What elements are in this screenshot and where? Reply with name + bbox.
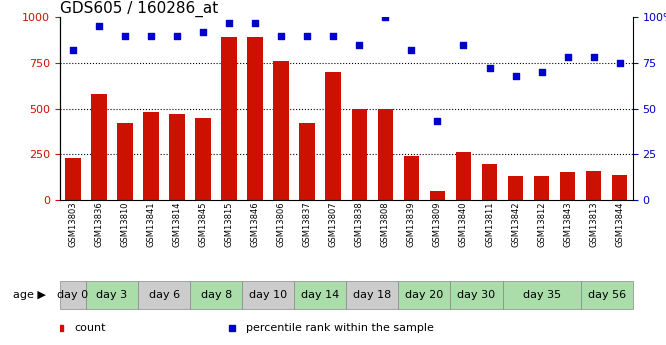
Bar xyxy=(581,281,633,309)
Point xyxy=(250,20,260,26)
Bar xyxy=(450,281,503,309)
Text: day 14: day 14 xyxy=(301,290,340,300)
Bar xyxy=(378,109,393,200)
Text: day 8: day 8 xyxy=(200,290,232,300)
Point xyxy=(68,47,79,53)
Bar xyxy=(300,123,315,200)
Text: count: count xyxy=(75,323,106,333)
Bar xyxy=(117,123,133,200)
Bar xyxy=(65,158,81,200)
Text: day 20: day 20 xyxy=(406,290,444,300)
Bar xyxy=(326,72,341,200)
Bar xyxy=(274,61,289,200)
Point xyxy=(406,47,417,53)
Point xyxy=(172,33,182,38)
Bar xyxy=(86,281,138,309)
Bar xyxy=(169,114,185,200)
Text: day 0: day 0 xyxy=(57,290,89,300)
Point xyxy=(588,55,599,60)
Bar xyxy=(482,165,498,200)
Bar xyxy=(398,281,450,309)
Text: day 3: day 3 xyxy=(97,290,128,300)
Point xyxy=(198,29,208,34)
Point xyxy=(536,69,547,75)
Bar xyxy=(221,37,237,200)
Text: GDS605 / 160286_at: GDS605 / 160286_at xyxy=(60,1,218,17)
Point xyxy=(354,42,365,48)
Text: age ▶: age ▶ xyxy=(13,290,46,300)
Point xyxy=(432,119,443,124)
Point xyxy=(380,14,391,20)
Bar xyxy=(430,191,446,200)
Point xyxy=(146,33,157,38)
Point xyxy=(510,73,521,79)
Bar xyxy=(294,281,346,309)
Text: day 30: day 30 xyxy=(458,290,496,300)
Bar xyxy=(60,281,86,309)
Bar xyxy=(507,176,523,200)
Bar xyxy=(143,112,159,200)
Text: day 35: day 35 xyxy=(523,290,561,300)
Point xyxy=(224,20,234,26)
Bar xyxy=(91,94,107,200)
Point xyxy=(484,66,495,71)
Bar xyxy=(190,281,242,309)
Point xyxy=(276,33,286,38)
Text: day 18: day 18 xyxy=(353,290,392,300)
Bar xyxy=(503,281,581,309)
Bar xyxy=(533,176,549,200)
Bar xyxy=(586,171,601,200)
Point xyxy=(94,23,105,29)
Text: day 6: day 6 xyxy=(149,290,180,300)
Bar xyxy=(346,281,398,309)
Bar xyxy=(612,175,627,200)
Point xyxy=(302,33,312,38)
Text: day 10: day 10 xyxy=(249,290,287,300)
Text: day 56: day 56 xyxy=(587,290,626,300)
Bar xyxy=(242,281,294,309)
Bar xyxy=(138,281,190,309)
Text: percentile rank within the sample: percentile rank within the sample xyxy=(246,323,434,333)
Point xyxy=(562,55,573,60)
Bar xyxy=(404,156,419,200)
Bar xyxy=(195,118,211,200)
Bar xyxy=(456,152,472,200)
Bar xyxy=(560,172,575,200)
Point xyxy=(120,33,131,38)
Point xyxy=(458,42,469,48)
Point xyxy=(328,33,338,38)
Point xyxy=(614,60,625,66)
Bar xyxy=(352,109,367,200)
Bar xyxy=(247,37,263,200)
